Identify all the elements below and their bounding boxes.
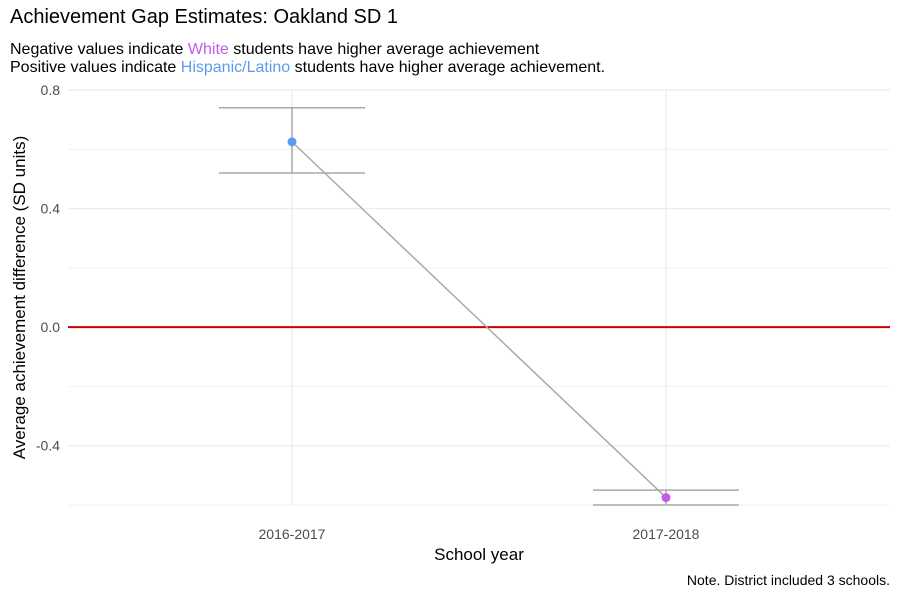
series-line — [291, 141, 667, 499]
y-tick-label: 0.0 — [41, 319, 61, 335]
x-tick-label: 2017-2018 — [633, 526, 700, 542]
data-point — [661, 493, 671, 503]
subtitle-line-2: Positive values indicate Hispanic/Latino… — [10, 59, 605, 77]
subtitle-2-prefix: Positive values indicate — [10, 59, 181, 76]
chart-note: Note. District included 3 schools. — [686, 572, 890, 588]
subtitle-1-prefix: Negative values indicate — [10, 41, 188, 58]
x-axis-title: School year — [434, 545, 524, 564]
white-group-label: White — [187, 41, 229, 58]
y-tick-label: -0.4 — [36, 438, 60, 454]
chart-title: Achievement Gap Estimates: Oakland SD 1 — [10, 6, 398, 28]
y-tick-label: 0.4 — [41, 201, 61, 217]
data-point — [287, 137, 297, 147]
subtitle-2-suffix: students have higher average achievement… — [290, 59, 606, 76]
y-axis-title: Average achievement difference (SD units… — [10, 136, 29, 460]
x-tick-label: 2016-2017 — [259, 526, 326, 542]
subtitle-line-1: Negative values indicate White students … — [10, 41, 539, 59]
hispanic-group-label: Hispanic/Latino — [180, 59, 291, 76]
subtitle-1-suffix: students have higher average achievement — [228, 41, 540, 58]
y-tick-label: 0.8 — [41, 82, 61, 98]
